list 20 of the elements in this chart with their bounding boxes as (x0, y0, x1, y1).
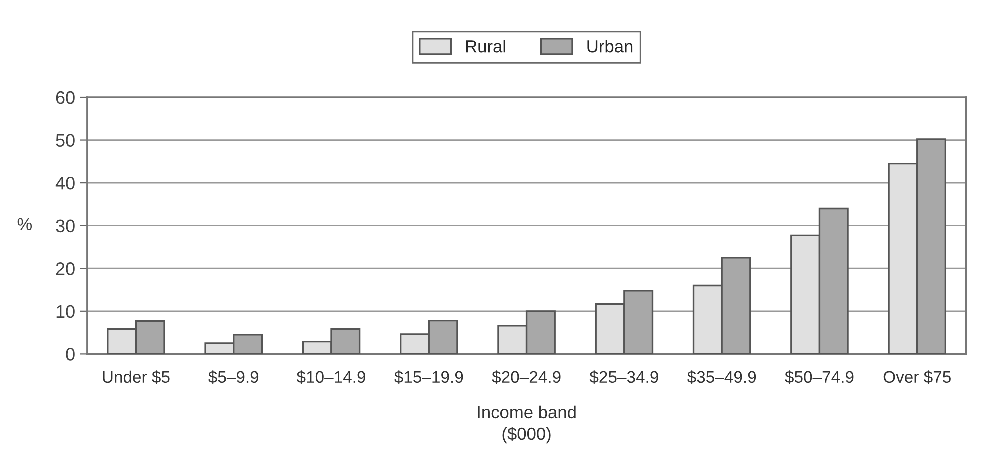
y-axis-title: % (18, 218, 32, 230)
x-tick-label: $35–49.9 (688, 370, 756, 384)
x-tick-label: Over $75 (884, 370, 951, 384)
x-tick-label: $10–14.9 (296, 370, 366, 384)
x-tick-label: $25–34.9 (590, 370, 658, 384)
x-tick-label: $20–24.9 (492, 370, 561, 384)
x-tick-label: $50–74.9 (785, 370, 854, 384)
x-tick-label: $5–9.9 (208, 370, 259, 384)
legend-label: Rural (466, 40, 506, 53)
y-tick-label: 60 (56, 91, 75, 104)
y-tick-label: 10 (56, 305, 75, 318)
y-tick-label: 40 (56, 176, 75, 190)
x-tick-label: Under $5 (103, 370, 170, 384)
y-tick-label: 20 (56, 262, 75, 276)
y-tick-label: 30 (56, 220, 75, 233)
y-tick-label: 50 (56, 134, 75, 147)
legend-label: Urban (588, 40, 633, 53)
y-tick-label: 0 (66, 348, 75, 361)
x-axis-title: Income band ($000) (478, 406, 576, 444)
x-tick-label: $15–19.9 (394, 370, 464, 384)
